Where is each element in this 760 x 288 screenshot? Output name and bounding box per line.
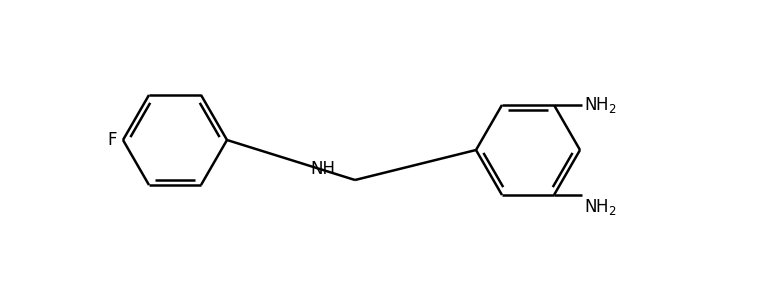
- Text: NH$_2$: NH$_2$: [584, 197, 616, 217]
- Text: NH: NH: [310, 160, 335, 178]
- Text: F: F: [107, 131, 117, 149]
- Text: NH$_2$: NH$_2$: [584, 95, 616, 115]
